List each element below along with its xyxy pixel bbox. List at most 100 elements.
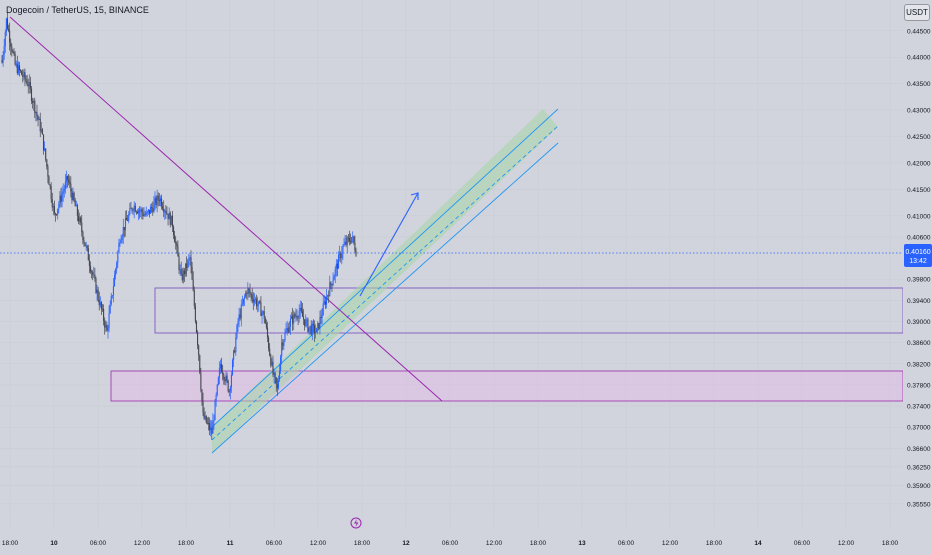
candle-body [154, 198, 156, 203]
candle-body [136, 211, 139, 214]
candle-body [237, 321, 239, 326]
candle-body [207, 422, 210, 424]
candle-body [53, 205, 55, 214]
candle-body [47, 166, 49, 177]
candle-body [115, 269, 117, 276]
time-tick-label: 18:00 [706, 540, 723, 547]
candle-body [135, 211, 137, 213]
event-marker[interactable] [350, 517, 362, 529]
candle-body [85, 245, 87, 247]
candle-body [185, 263, 187, 275]
candle-body [337, 255, 340, 269]
price-axis[interactable]: 0.44500 0.44000 0.43500 0.43000 0.42500 0.420… [903, 0, 932, 550]
candle-body [68, 179, 70, 183]
candle-body [177, 246, 179, 257]
candle-body [10, 42, 12, 48]
candle-body [308, 327, 310, 332]
time-tick-label: 06:00 [618, 540, 635, 547]
candle-body [86, 245, 88, 249]
candle-body [257, 304, 259, 307]
candle-body [258, 301, 260, 305]
candle-body [103, 309, 105, 321]
candle-body [175, 242, 177, 244]
candle-body [286, 327, 288, 331]
candle-body [158, 199, 160, 202]
candle-body [259, 301, 261, 303]
candle-body [24, 72, 26, 80]
channel-top-line[interactable] [211, 108, 559, 428]
candle-body [18, 65, 21, 71]
candle-body [35, 112, 37, 114]
candle-body [21, 71, 23, 75]
descending-trendline[interactable] [9, 16, 443, 402]
candle-body [276, 384, 278, 389]
candle-body [92, 272, 94, 275]
candle-body [134, 205, 136, 212]
price-tick-label: 0.43500 [907, 81, 931, 88]
candle-body [191, 267, 193, 280]
candle-body [178, 256, 180, 270]
candle-body [204, 415, 206, 419]
candle-body [214, 401, 216, 421]
candle-body [83, 239, 85, 243]
candle-body [268, 337, 270, 349]
candle-body [186, 263, 188, 269]
candle-body [51, 199, 53, 208]
candle-body [201, 389, 203, 401]
candle-body [39, 118, 41, 132]
candle-body [273, 372, 275, 375]
candle-body [253, 300, 255, 303]
candle-body [293, 313, 295, 324]
lightning-icon [350, 517, 362, 529]
time-tick-label: 06:00 [266, 540, 283, 547]
candle-body [144, 214, 146, 216]
candle-body [99, 302, 101, 306]
candle-body [112, 286, 114, 296]
candle-body [56, 214, 58, 216]
candle-body [17, 65, 19, 74]
candle-body [238, 314, 240, 322]
candle-body [145, 212, 147, 215]
candle-body [13, 51, 15, 54]
candle-body [46, 159, 48, 167]
candle-body [20, 70, 22, 72]
candle-body [69, 182, 71, 184]
candle-body [70, 183, 72, 192]
price-tick-label: 0.39000 [907, 319, 931, 326]
candle-body [289, 318, 291, 327]
candle-body [156, 195, 158, 206]
candle-body [275, 377, 277, 385]
price-tick-label: 0.44500 [907, 28, 931, 35]
candle-body [72, 192, 74, 200]
pink-demand-zone[interactable] [110, 370, 904, 402]
projection-arrow-shaft[interactable] [359, 192, 419, 297]
candle-body [45, 148, 47, 160]
candle-body [57, 208, 59, 215]
candle-body [5, 18, 7, 32]
currency-button[interactable]: USDT [904, 4, 930, 21]
candle-body [121, 236, 123, 241]
channel-bottom-line[interactable] [211, 142, 559, 454]
candles [1, 12, 357, 440]
time-axis[interactable]: 18:00 10 06:00 12:00 18:00 11 06:00 12:00 18:00 1… [2, 540, 899, 547]
candle-body [270, 355, 272, 366]
candle-body [49, 184, 51, 187]
time-tick-label: 18:00 [530, 540, 547, 547]
candle-body [168, 212, 170, 220]
candle-body [71, 191, 73, 200]
candle-body [318, 323, 320, 329]
candle-body [129, 207, 131, 215]
candle-body [169, 212, 171, 225]
candle-body [123, 227, 125, 231]
candle-body [203, 412, 205, 419]
candle-body [67, 176, 69, 180]
candle-body [236, 325, 238, 338]
candle-body [328, 295, 330, 297]
candle-body [82, 231, 84, 240]
candle-body [96, 289, 98, 293]
candle-body [109, 304, 111, 314]
candle-body [36, 112, 38, 116]
candle-body [209, 423, 211, 431]
